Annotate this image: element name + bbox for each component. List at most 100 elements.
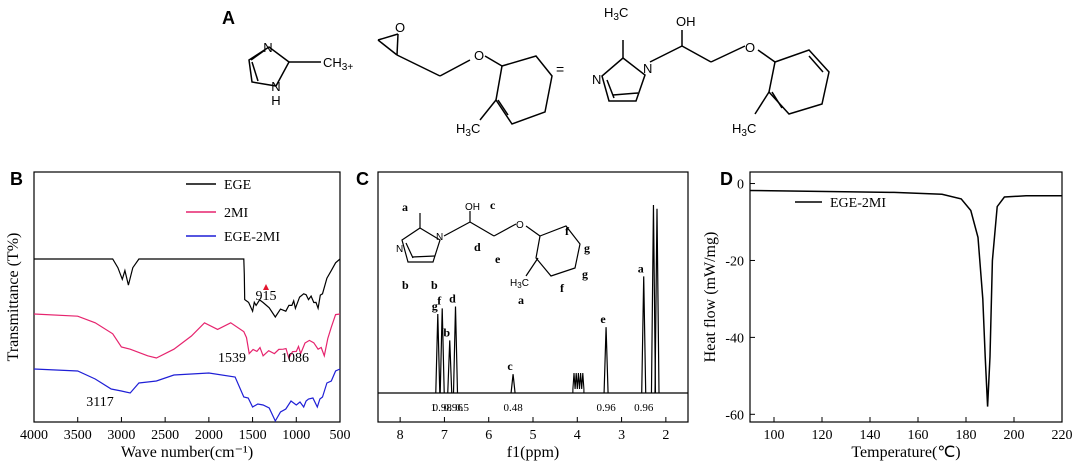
epoxide-o-label: O [395, 20, 405, 35]
ftir-x-tick-label: 1000 [282, 428, 310, 443]
ftir-annotation-1086: 1086 [281, 351, 309, 366]
nmr-peak [435, 314, 441, 394]
nmr-peak [439, 308, 445, 394]
nmr-label-c: c [490, 198, 496, 212]
panel-c: C a OH c d e f g g f b b a N N O H3C [356, 169, 689, 461]
panel-label-c: C [356, 169, 369, 189]
dsc-y-ticks: 0 -20 -40 -60 [725, 178, 755, 423]
nmr-integral-value: 1 [431, 402, 437, 414]
ftir-annotation-915: 915 [256, 289, 277, 304]
ftir-series-2mi [33, 313, 341, 360]
dsc-x-tick-label: 220 [1052, 428, 1073, 443]
nmr-peak-label: a [638, 261, 644, 275]
product-n2-label: N [592, 72, 601, 87]
nmr-integral-value: 0.96 [634, 402, 654, 414]
dsc-x-tick-label: 140 [860, 428, 881, 443]
nmr-peak-label: g [432, 299, 438, 313]
nmr-x-ticks: 8 7 6 5 4 3 2 [397, 417, 669, 443]
ftir-annotation-3117: 3117 [86, 395, 113, 410]
nmr-x-tick-label: 6 [485, 428, 492, 443]
nmr-label-d: d [474, 240, 481, 254]
methyl-group-label: CH3+ [323, 55, 353, 73]
reactant-2-methylimidazole [248, 46, 321, 87]
legend-label-ege: EGE [224, 178, 251, 193]
legend-label-2mi: 2MI [224, 206, 248, 221]
nmr-label-f-top: f [565, 224, 570, 238]
panel-label-a: A [222, 8, 235, 28]
dsc-series-group [749, 189, 1062, 407]
dsc-y-tick-label: 0 [737, 178, 744, 193]
panel-label-d: D [720, 169, 733, 189]
nmr-multiplet [572, 372, 585, 394]
nmr-peak-label: c [507, 359, 513, 373]
dsc-y-tick-label: -40 [725, 331, 744, 346]
ftir-annotation-1539: 1539 [218, 351, 246, 366]
dsc-x-tick-label: 100 [764, 428, 785, 443]
product-methyl-label: H3C [604, 5, 628, 23]
nmr-integral-value: 0.48 [503, 402, 523, 414]
nmr-label-o: O [516, 220, 524, 231]
nmr-label-g-bot: g [582, 267, 588, 281]
product-aryl-methyl-label: H3C [732, 121, 756, 139]
nmr-label-methyl: H3C [510, 278, 529, 290]
ftir-marker-915 [263, 284, 269, 290]
nmr-x-tick-label: 4 [574, 428, 581, 443]
nmr-peak [447, 340, 453, 394]
ftir-x-tick-label: 3500 [64, 428, 92, 443]
nmr-x-tick-label: 3 [618, 428, 625, 443]
product-n1-label: N [643, 61, 652, 76]
nmr-peak [510, 374, 516, 394]
nmr-x-tick-label: 2 [662, 428, 669, 443]
nmr-peak-label: d [449, 292, 456, 306]
dsc-x-tick-label: 200 [1004, 428, 1025, 443]
nmr-peak [654, 208, 660, 394]
nmr-label-e: e [495, 252, 501, 266]
nmr-label-n2: N [396, 244, 403, 255]
nmr-peak [603, 327, 609, 394]
ftir-y-axis-label: Transmittance (T%) [5, 233, 22, 362]
nmr-label-b2: b [431, 278, 438, 292]
nmr-label-n1: N [436, 232, 443, 243]
nmr-peak-label: e [600, 312, 606, 326]
nmr-peak [452, 306, 459, 394]
ftir-legend: EGE 2MI EGE-2MI [186, 178, 280, 245]
legend-label-ege-2mi: EGE-2MI [224, 230, 280, 245]
nmr-x-axis-label: f1(ppm) [507, 444, 559, 461]
panel-b: B 4000 3500 3000 2500 2000 1500 1000 500 Wave n… [5, 169, 351, 461]
ftir-x-tick-label: 2500 [151, 428, 179, 443]
nmr-x-tick-label: 7 [441, 428, 448, 443]
ftir-x-tick-label: 4000 [20, 428, 48, 443]
nmr-integral-value: 0.96 [444, 402, 464, 414]
ftir-series-group [33, 258, 341, 423]
dsc-plot-frame [749, 171, 1063, 423]
nmr-peak-label: b [443, 325, 450, 339]
dsc-x-tick-label: 120 [812, 428, 833, 443]
nmr-peak-label: f [437, 293, 442, 307]
ege-methyl-label: H3C [456, 121, 480, 139]
legend-label-dsc: EGE-2MI [830, 196, 886, 211]
dsc-x-tick-label: 160 [908, 428, 929, 443]
nmr-integrals: 10.980.960.5 0.48 0.96 0.96 [431, 402, 654, 414]
nmr-label-g-top: g [584, 241, 590, 255]
ftir-x-tick-label: 2000 [195, 428, 223, 443]
ftir-series-ege-2mi [33, 368, 341, 423]
ftir-x-tick-label: 500 [330, 428, 351, 443]
nmr-integral-value: 0.96 [596, 402, 616, 414]
ftir-x-tick-label: 3000 [107, 428, 135, 443]
nmr-label-b1: b [402, 278, 409, 292]
ftir-x-axis-label: Wave number(cm⁻¹) [121, 444, 253, 461]
product-oh-label: OH [676, 14, 696, 29]
dsc-y-tick-label: -20 [725, 254, 744, 269]
dsc-x-tick-label: 180 [956, 428, 977, 443]
ege-ether-o-label: O [474, 48, 484, 63]
panel-d: D 100 120 140 160 180 200 220 0 -20 -40 -60 EGE-2… [702, 169, 1073, 461]
dsc-y-axis-label: Heat flow (mW/mg) [702, 232, 719, 363]
nmr-peak [650, 204, 657, 394]
dsc-x-axis-label: Temperature(℃) [851, 444, 960, 461]
nmr-inset-structure [401, 211, 581, 277]
nmr-label-f-bot: f [560, 281, 565, 295]
nmr-label-oh: OH [465, 202, 480, 213]
product-ege-2mi [601, 30, 830, 115]
